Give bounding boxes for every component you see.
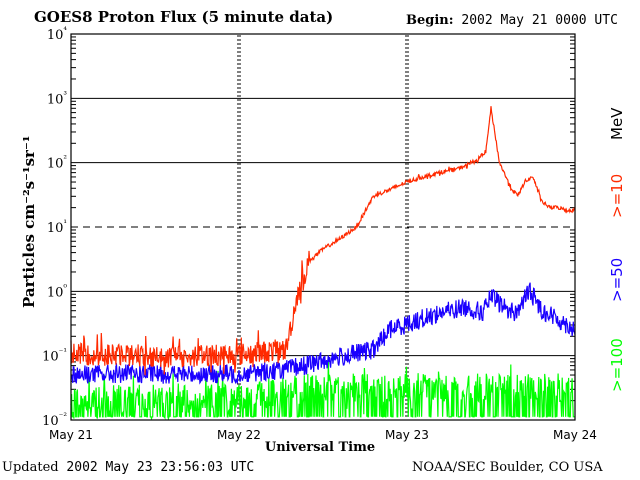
x-tick-label: May 22 <box>217 428 261 442</box>
updated-label: Updated <box>2 460 59 475</box>
x-tick-label: May 24 <box>553 428 597 442</box>
x-tick-label: May 21 <box>49 428 93 442</box>
x-tick-label: May 23 <box>385 428 429 442</box>
y-tick-label: 10⁴ <box>47 26 68 43</box>
begin-time: Begin: 2002 May 21 0000 UTC <box>406 13 618 28</box>
series-line <box>70 106 576 376</box>
y-tick-label: 10⁻² <box>42 412 67 429</box>
chart-title: GOES8 Proton Flux (5 minute data) <box>34 8 334 26</box>
legend-ge10: >=10 <box>608 173 626 218</box>
y-axis-title: Particles cm⁻²s⁻¹sr⁻¹ <box>20 135 38 308</box>
credit-line: NOAA/SEC Boulder, CO USA <box>412 460 603 475</box>
begin-value: 2002 May 21 0000 UTC <box>461 13 618 28</box>
begin-label: Begin: <box>406 13 454 28</box>
series-line <box>70 358 575 421</box>
y-tick-label: 10⁰ <box>47 283 68 300</box>
series-line <box>70 282 576 385</box>
energy-unit-label: MeV <box>608 107 626 140</box>
updated-value: 2002 May 23 23:56:03 UTC <box>66 460 255 475</box>
y-tick-label: 10³ <box>47 90 68 107</box>
updated-stamp: Updated 2002 May 23 23:56:03 UTC <box>2 460 254 475</box>
y-tick-label: 10⁻¹ <box>42 348 67 365</box>
x-axis-title: Universal Time <box>264 440 376 455</box>
plot-frame <box>70 33 576 421</box>
y-tick-label: 10² <box>47 155 68 172</box>
legend-ge100: >=100 <box>608 338 626 392</box>
y-tick-label: 10¹ <box>47 219 67 236</box>
legend-ge50: >=50 <box>608 257 626 302</box>
